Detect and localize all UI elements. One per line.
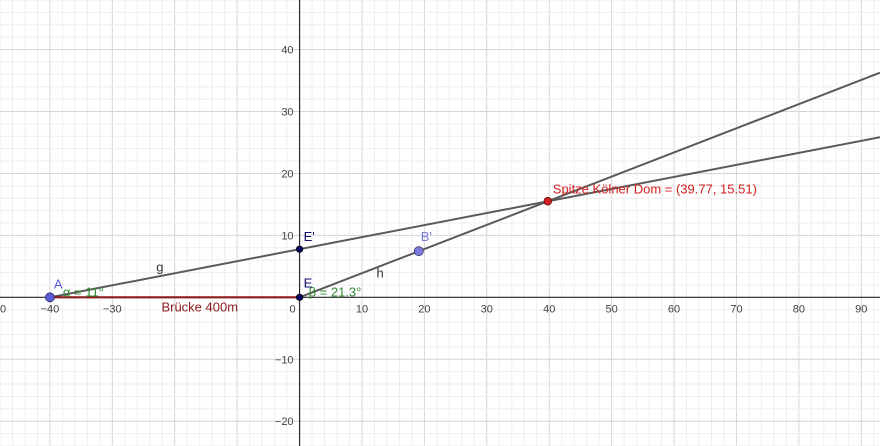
y-tick-label: 30: [281, 107, 293, 119]
x-tick-label: 10: [356, 303, 368, 315]
y-tick-label: 10: [281, 230, 293, 242]
point-spitze-label: Spitze Kölner Dom = (39.77, 15.51): [553, 181, 757, 196]
line-g-label: g: [156, 259, 163, 274]
y-tick-label: −10: [275, 354, 294, 366]
x-tick-label-zero: 0: [289, 303, 295, 315]
angle-labels: α = 11° β = 21.3°: [63, 284, 361, 299]
y-tick-label: −20: [275, 416, 294, 428]
y-tick-labels: 40 30 20 10 −10 −20: [275, 45, 294, 429]
line-g[interactable]: [49, 136, 880, 299]
points: A E E' B' Spitze Kölner Dom = (39.77, 15.51): [45, 181, 757, 303]
x-tick-label: −30: [103, 303, 122, 315]
angle-alpha-label: α = 11°: [63, 284, 104, 299]
point-A[interactable]: [45, 292, 55, 303]
x-tick-label: −40: [41, 303, 60, 315]
x-tick-label: 30: [481, 303, 493, 315]
x-tick-label: 70: [730, 303, 742, 315]
y-tick-label: 20: [281, 168, 293, 180]
point-spitze[interactable]: [543, 197, 552, 206]
x-tick-label: 80: [793, 303, 805, 315]
x-tick-label-left-edge: 0: [0, 303, 6, 315]
x-tick-label: 90: [855, 303, 867, 315]
x-tick-label: 40: [543, 303, 555, 315]
angle-beta-label: β = 21.3°: [309, 284, 362, 299]
x-tick-label: 60: [668, 303, 680, 315]
segment-bruecke-label: Brücke 400m: [161, 299, 238, 314]
x-tick-label: 20: [418, 303, 430, 315]
point-E_prime[interactable]: [295, 245, 304, 253]
line-h[interactable]: [299, 71, 880, 299]
x-tick-label: 50: [606, 303, 618, 315]
point-B_prime[interactable]: [413, 246, 424, 257]
point-E[interactable]: [295, 293, 304, 301]
point-B_prime-label: B': [421, 229, 432, 244]
point-A-label: A: [54, 276, 63, 291]
segment-layer: Brücke 400m: [49, 296, 300, 314]
y-tick-label: 40: [281, 45, 293, 57]
line-h-label: h: [376, 266, 383, 281]
point-E-label: E: [304, 275, 313, 290]
x-tick-labels: −40 −30 10 20 30 40 50 60 70 80 90 0 0: [0, 303, 867, 315]
point-E_prime-label: E': [304, 229, 315, 244]
